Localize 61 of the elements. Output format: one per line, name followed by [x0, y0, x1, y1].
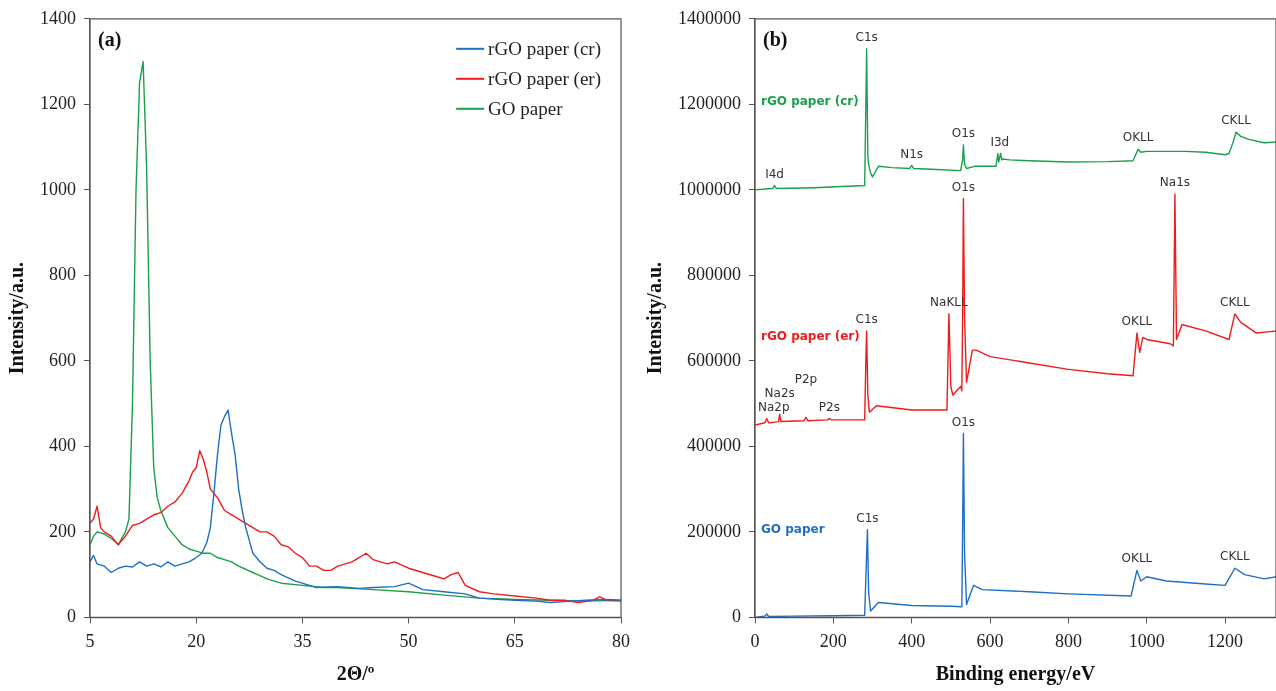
y-tick-label: 1200 — [40, 93, 76, 114]
y-axis-title: Intensity/a.u. — [643, 261, 667, 375]
annotation: CKLL — [1220, 549, 1250, 564]
x-tick-label: 1200 — [1207, 630, 1244, 651]
annotation: Na1s — [1159, 175, 1191, 190]
annotation: P2s — [818, 399, 840, 414]
annotation: CKLL — [1220, 294, 1250, 309]
annotation: Na2p — [757, 399, 790, 414]
x-tick-label: 0 — [750, 630, 760, 651]
y-tick-label: 600000 — [687, 349, 741, 370]
annotation: OKLL — [1121, 314, 1153, 329]
x-tick-label: 20 — [187, 630, 206, 651]
legend-label: rGO paper (cr) — [488, 37, 602, 60]
x-tick-label: 200 — [819, 630, 847, 651]
x-tick-label: 5 — [85, 630, 95, 651]
y-tick-label: 200 — [49, 520, 76, 541]
x-tick-label: 1000 — [1128, 630, 1165, 651]
annotation: Na2s — [764, 385, 795, 400]
y-tick-label: 1400000 — [678, 7, 741, 28]
y-tick-label: 1000000 — [678, 178, 741, 199]
y-tick-label: 1000 — [40, 178, 76, 199]
annotation: CKLL — [1221, 113, 1252, 128]
annotation: C1s — [856, 510, 879, 525]
y-axis-title: Intensity/a.u. — [5, 261, 29, 375]
y-tick-label: 1400 — [40, 7, 76, 28]
y-tick-label: 200000 — [687, 520, 741, 541]
y-tick-label: 400 — [49, 435, 76, 456]
y-tick-label: 0 — [732, 606, 741, 627]
y-tick-label: 0 — [67, 606, 76, 627]
annotation: C1s — [855, 29, 878, 44]
x-tick-label: 35 — [293, 630, 312, 651]
x-tick-label: 65 — [505, 630, 524, 651]
annotation: OKLL — [1122, 130, 1154, 145]
x-tick-label: 800 — [1054, 630, 1082, 651]
y-tick-label: 600 — [49, 349, 76, 370]
x-tick-label: 600 — [976, 630, 1004, 651]
text: (a) — [98, 27, 122, 51]
annotation: O1s — [951, 126, 976, 141]
x-tick-label: 400 — [898, 630, 926, 651]
x-axis-title: 2Θ/º — [336, 662, 375, 685]
annotation: O1s — [951, 179, 976, 194]
series-label: rGO paper (er) — [761, 329, 860, 344]
x-tick-label: 80 — [612, 630, 630, 651]
y-tick-label: 400000 — [687, 435, 741, 456]
annotation: I4d — [765, 166, 784, 181]
y-tick-label: 800 — [49, 264, 76, 285]
text: (b) — [763, 27, 788, 51]
annotation: OKLL — [1121, 551, 1153, 566]
annotation: P2p — [794, 371, 818, 386]
series-label: rGO paper (cr) — [761, 93, 859, 108]
y-tick-label: 1200000 — [678, 93, 741, 114]
x-axis-title: Binding energy/eV — [935, 662, 1096, 686]
text: GO paper — [761, 521, 825, 536]
annotation: O1s — [951, 414, 976, 429]
legend-label: rGO paper (er) — [488, 67, 602, 90]
annotation: C1s — [855, 312, 878, 327]
legend-label: GO paper — [488, 97, 564, 119]
x-tick-label: 50 — [399, 630, 418, 651]
annotation: N1s — [900, 147, 924, 162]
annotation: I3d — [990, 134, 1010, 149]
y-tick-label: 800000 — [687, 264, 741, 285]
